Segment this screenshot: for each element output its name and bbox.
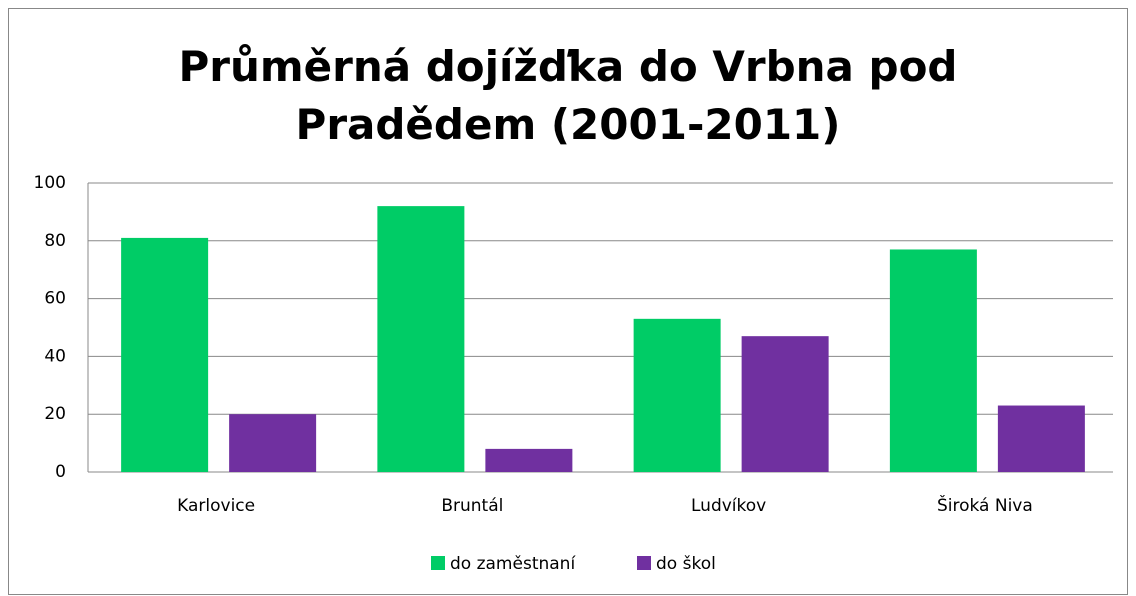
bar [997, 405, 1085, 472]
chart-border [8, 8, 1128, 595]
y-tick-label: 80 [44, 231, 66, 251]
bar [741, 336, 829, 472]
legend-swatch [431, 556, 445, 570]
y-tick-label: 60 [44, 289, 66, 309]
x-tick-label: Ludvíkov [691, 496, 766, 516]
x-tick-label: Karlovice [177, 496, 255, 516]
x-tick-label: Široká Niva [937, 494, 1033, 516]
bar [377, 206, 465, 472]
bar [633, 318, 721, 472]
y-tick-label: 20 [44, 404, 66, 424]
bar [229, 414, 317, 472]
legend-label: do zaměstnaní [450, 554, 576, 574]
y-tick-label: 0 [55, 462, 66, 482]
chart-title: Průměrná dojížďka do Vrbna pod Pradědem … [178, 42, 958, 149]
bar [485, 448, 573, 472]
y-tick-label: 100 [34, 173, 66, 193]
legend-label: do škol [656, 554, 716, 574]
y-tick-label: 40 [44, 346, 66, 366]
bar [889, 249, 977, 472]
legend-swatch [637, 556, 651, 570]
bar [121, 237, 209, 472]
x-tick-label: Bruntál [441, 496, 503, 516]
